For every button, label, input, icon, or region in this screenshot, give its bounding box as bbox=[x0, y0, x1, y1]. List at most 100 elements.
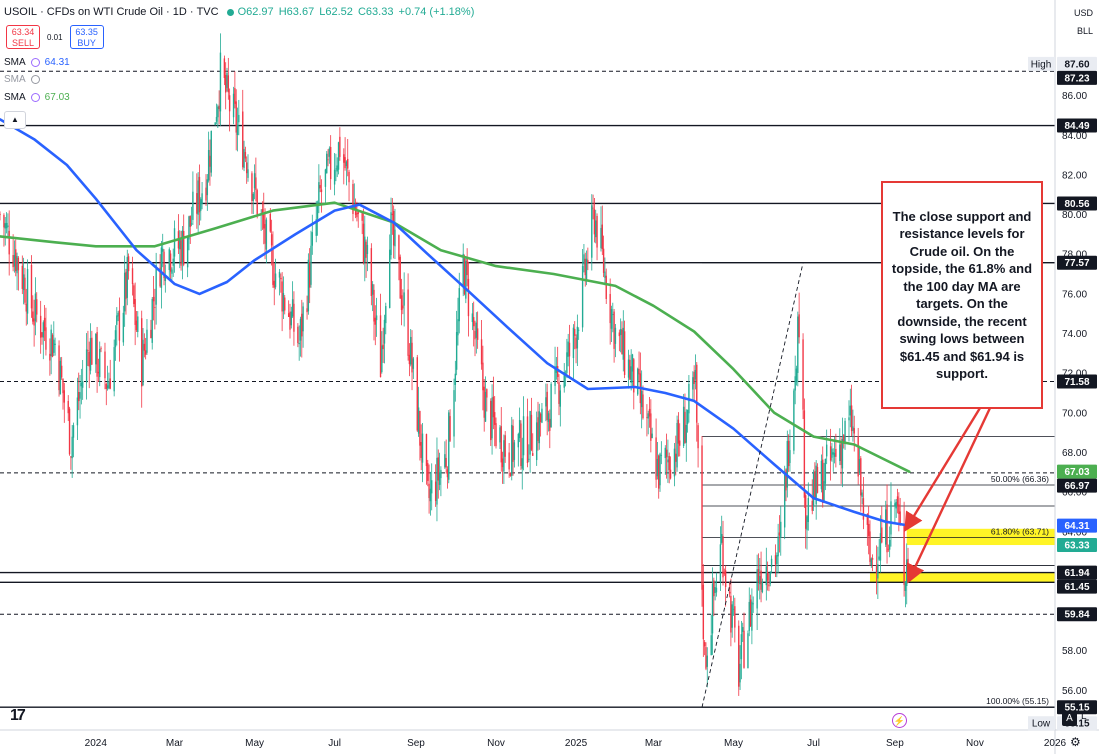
unit-selector[interactable]: BLL bbox=[1076, 26, 1093, 36]
candle-body bbox=[885, 509, 887, 545]
price-label-box bbox=[1057, 255, 1097, 270]
price-label: 55.15 bbox=[1064, 719, 1089, 730]
high-value: H63.67 bbox=[278, 6, 315, 18]
candle-body bbox=[824, 458, 827, 484]
candle-body bbox=[26, 268, 29, 314]
candle-body bbox=[264, 224, 266, 244]
candle-body bbox=[473, 317, 475, 327]
candle-body bbox=[243, 149, 245, 168]
price-label: 59.84 bbox=[1064, 610, 1089, 621]
candle-body bbox=[215, 116, 218, 122]
x-tick-label: 2024 bbox=[85, 738, 108, 749]
candle-body bbox=[209, 155, 211, 167]
candle-body bbox=[807, 498, 810, 523]
candle-body bbox=[600, 227, 602, 249]
collapse-indicators-button[interactable]: ▲ bbox=[4, 111, 26, 129]
settings-icon[interactable] bbox=[30, 57, 40, 67]
x-tick-label: Nov bbox=[966, 738, 984, 749]
indicator-sma-3[interactable]: SMA 67.03 bbox=[4, 90, 70, 104]
y-tick-label: 84.00 bbox=[1062, 131, 1087, 142]
candle-body bbox=[164, 275, 167, 282]
gear-icon[interactable]: ⚙ bbox=[1070, 735, 1081, 749]
candle-body bbox=[403, 292, 405, 306]
candle-body bbox=[503, 440, 505, 472]
candle-body bbox=[146, 329, 148, 353]
indicator-sma-1[interactable]: SMA 64.31 bbox=[4, 55, 70, 69]
trendline[interactable] bbox=[701, 262, 804, 708]
candle-body bbox=[692, 377, 694, 390]
candle-body bbox=[703, 642, 706, 647]
hidden-eye-icon[interactable] bbox=[30, 74, 40, 84]
candle-body bbox=[21, 265, 24, 289]
candle-body bbox=[722, 536, 724, 578]
y-tick-label: 80.00 bbox=[1062, 210, 1087, 221]
candle-body bbox=[160, 247, 163, 288]
candle-body bbox=[339, 136, 341, 157]
candle-body bbox=[793, 390, 795, 451]
candle-body bbox=[49, 353, 51, 361]
candle-body bbox=[581, 266, 584, 328]
candle-body bbox=[125, 271, 127, 300]
candle-body bbox=[152, 296, 155, 302]
candle-body bbox=[862, 498, 865, 520]
candle-body bbox=[609, 293, 611, 324]
candle-body bbox=[434, 481, 437, 501]
candle-body bbox=[853, 428, 855, 434]
candle-body bbox=[867, 523, 870, 537]
candle-body bbox=[109, 378, 111, 389]
candle-body bbox=[370, 248, 373, 296]
candle-body bbox=[850, 405, 853, 432]
candle-body bbox=[530, 414, 533, 450]
auto-scale-button[interactable]: A bbox=[1062, 711, 1077, 726]
settings-icon[interactable] bbox=[30, 92, 40, 102]
candle-body bbox=[869, 531, 871, 562]
y-tick-label: 64.00 bbox=[1062, 527, 1087, 538]
candle-body bbox=[214, 122, 216, 125]
tradingview-logo-icon[interactable]: 17 bbox=[10, 707, 26, 724]
lightning-icon[interactable]: ⚡ bbox=[892, 713, 907, 728]
x-tick-label: Sep bbox=[407, 738, 425, 749]
fib-label: 61.80% (63.71) bbox=[991, 527, 1049, 537]
candle-body bbox=[673, 448, 676, 477]
x-tick-label: May bbox=[245, 738, 264, 749]
candle-body bbox=[857, 436, 859, 477]
candle-body bbox=[308, 262, 311, 288]
candle-body bbox=[382, 344, 384, 350]
spread-value: 0.01 bbox=[47, 32, 63, 42]
currency-selector[interactable]: USD bbox=[1073, 8, 1093, 18]
candle-body bbox=[783, 474, 786, 528]
candle-body bbox=[391, 213, 394, 216]
candle-body bbox=[843, 435, 845, 444]
sell-button[interactable]: 63.34 SELL bbox=[6, 25, 40, 49]
interval[interactable]: 1D bbox=[172, 6, 187, 18]
candle-body bbox=[389, 249, 391, 308]
candle-body bbox=[171, 269, 173, 274]
candle-body bbox=[348, 171, 350, 183]
log-scale-button[interactable]: L bbox=[1081, 711, 1087, 722]
candle-body bbox=[572, 327, 575, 359]
candle-body bbox=[186, 237, 189, 268]
close-value: C63.33 bbox=[357, 6, 394, 18]
price-label-box bbox=[1057, 700, 1097, 715]
candle-body bbox=[664, 447, 666, 459]
candle-body bbox=[15, 249, 17, 272]
candle-body bbox=[328, 148, 331, 157]
candle-body bbox=[749, 599, 752, 627]
candle-body bbox=[820, 460, 823, 490]
candle-body bbox=[274, 273, 277, 288]
candle-body bbox=[394, 229, 396, 247]
candle-body bbox=[887, 548, 890, 550]
candle-body bbox=[116, 315, 118, 325]
candle-body bbox=[289, 311, 291, 330]
candle-body bbox=[835, 448, 837, 457]
candle-body bbox=[17, 257, 20, 271]
price-label: 87.23 bbox=[1064, 73, 1089, 84]
indicator-sma-2[interactable]: SMA bbox=[4, 72, 45, 86]
buy-button[interactable]: 63.35 BUY bbox=[69, 25, 104, 49]
candle-body bbox=[16, 256, 18, 274]
candle-body bbox=[888, 539, 891, 550]
candle-body bbox=[898, 504, 900, 515]
candle-body bbox=[595, 220, 597, 238]
symbol[interactable]: USOIL bbox=[4, 6, 38, 18]
